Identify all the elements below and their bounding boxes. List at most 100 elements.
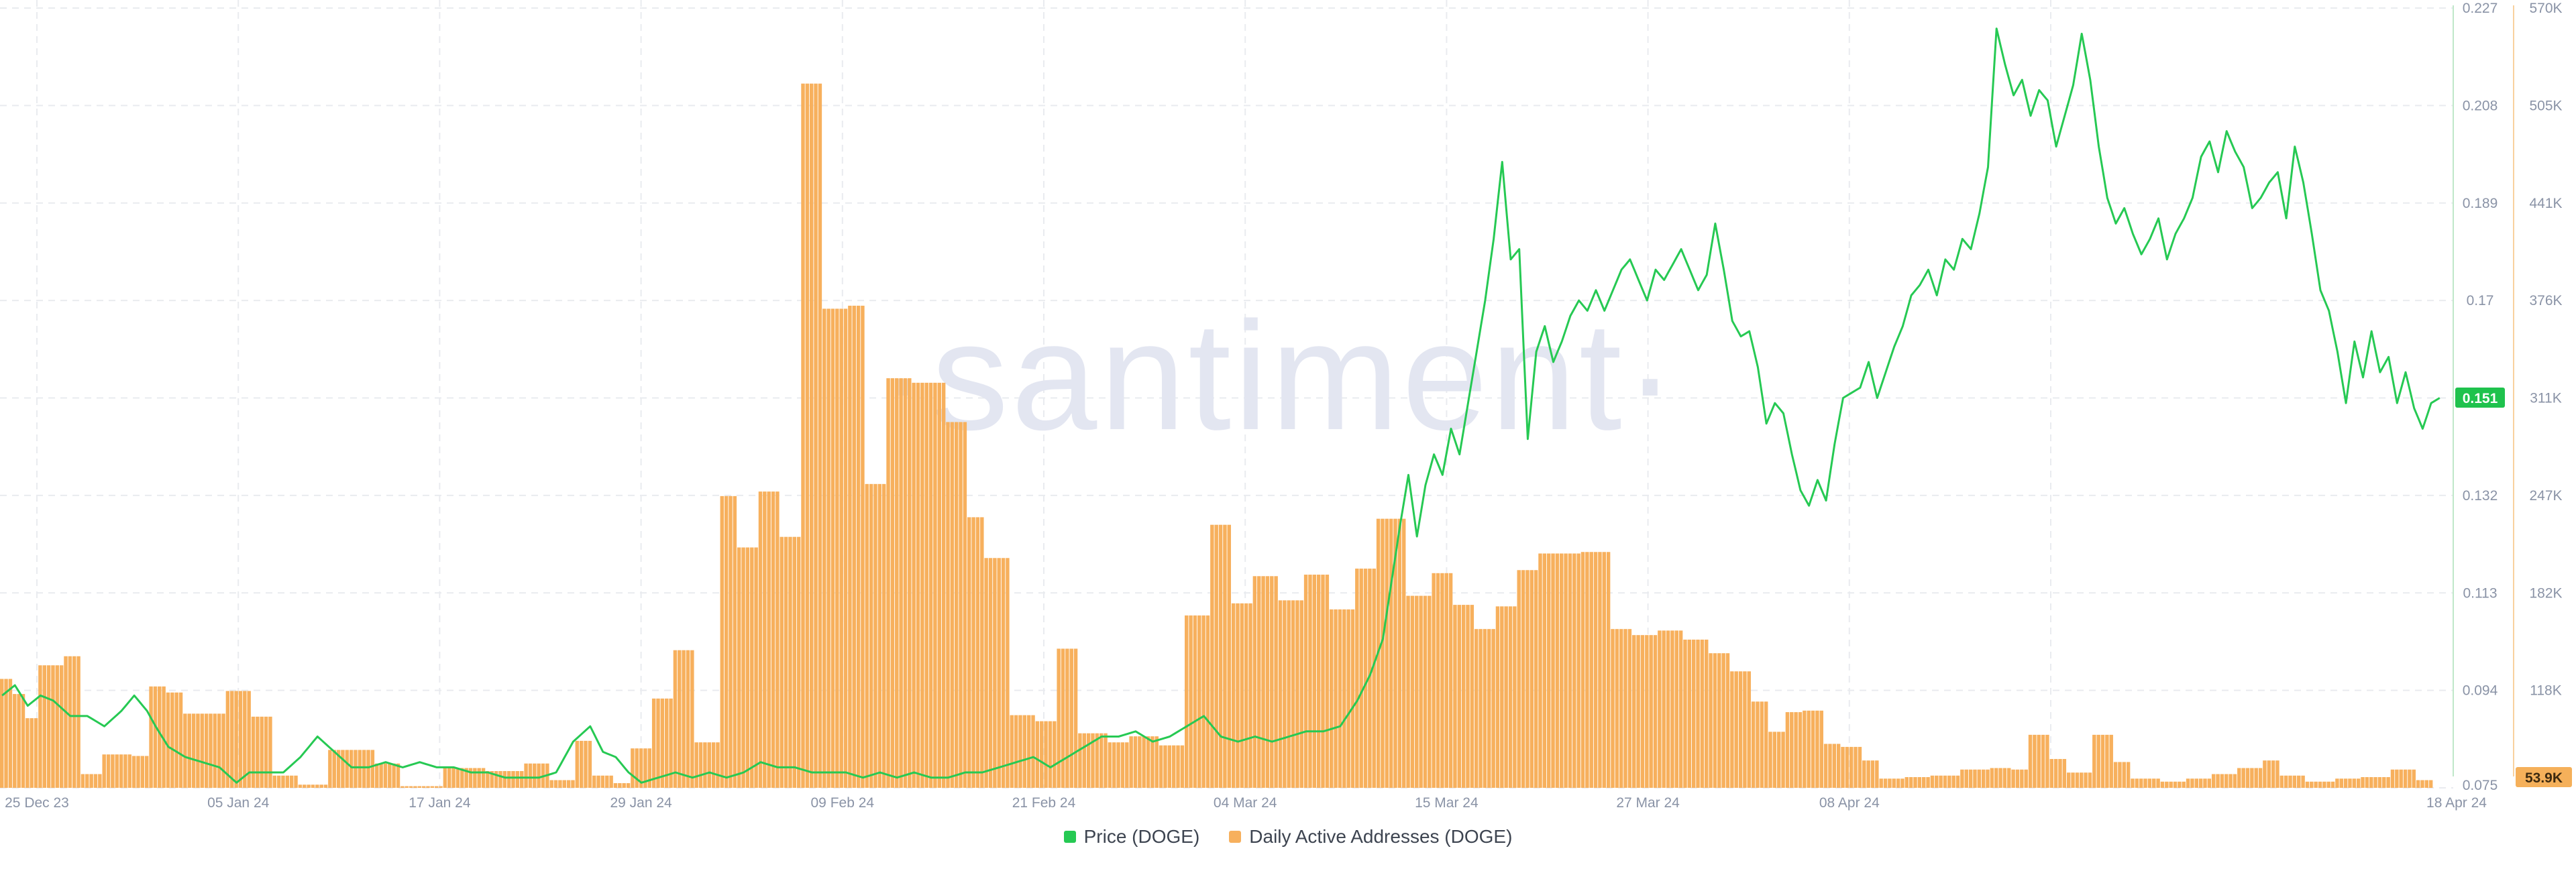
address-bar (2416, 780, 2420, 788)
address-bar (1466, 605, 1470, 788)
address-bar (243, 691, 247, 788)
address-bar (1231, 603, 1236, 788)
address-bar (2352, 778, 2357, 788)
address-bar (558, 780, 562, 788)
address-bar (2088, 772, 2092, 788)
address-bar (1099, 733, 1104, 788)
address-bar (2365, 777, 2369, 788)
address-bar (1419, 595, 1423, 788)
address-bar (1653, 635, 1658, 788)
legend-item-price[interactable]: Price (DOGE) (1063, 826, 1199, 848)
address-bar (537, 763, 541, 788)
address-bar (106, 754, 111, 788)
address-bar (703, 742, 707, 788)
address-bar (102, 754, 106, 788)
address-bar (1040, 721, 1044, 788)
address-bar (2126, 762, 2131, 788)
address-bar (1104, 733, 1108, 788)
address-bar (1738, 671, 1743, 788)
address-bar (830, 308, 835, 788)
x-tick-label: 15 Mar 24 (1415, 795, 1479, 811)
address-bar (622, 783, 626, 788)
address-bar (1410, 595, 1415, 788)
x-tick-label: 17 Jan 24 (409, 795, 471, 811)
address-bar (698, 742, 703, 788)
address-bar (276, 775, 281, 788)
address-bar (196, 713, 200, 788)
address-bar (988, 558, 993, 788)
address-bar (1815, 710, 1819, 788)
address-bar (1214, 524, 1218, 788)
address-bar (1580, 552, 1585, 788)
address-bar (2015, 769, 2020, 788)
address-bar (2275, 760, 2279, 788)
address-bar (119, 754, 123, 788)
x-tick-label: 21 Feb 24 (1012, 795, 1076, 811)
address-bar (2271, 760, 2275, 788)
address-bar (2041, 734, 2045, 788)
address-bar (1393, 518, 1397, 788)
address-bar (51, 665, 55, 788)
address-bar (2373, 777, 2377, 788)
address-bar (596, 775, 600, 788)
address-bar (1534, 570, 1538, 788)
address-bar (1201, 615, 1205, 788)
address-bar (686, 650, 690, 788)
address-bar (1334, 609, 1338, 788)
address-bar (1116, 742, 1120, 788)
address-bar (1986, 769, 1990, 788)
address-bar (1125, 742, 1129, 788)
address-bar (881, 483, 886, 788)
address-bar (639, 748, 643, 788)
address-bar (221, 713, 225, 788)
address-bar (1560, 553, 1564, 788)
address-bar (1381, 518, 1385, 788)
address-bar (631, 748, 635, 788)
address-bar (1576, 553, 1580, 788)
address-bar (1129, 736, 1133, 788)
address-bar (1150, 736, 1155, 788)
address-bar (826, 308, 830, 788)
address-bar (511, 770, 515, 788)
address-bar (1048, 721, 1053, 788)
address-bar (447, 768, 451, 788)
address-bar (1811, 710, 1815, 788)
address-bar (575, 740, 580, 788)
addresses-tick-label: 441K (2529, 196, 2562, 211)
address-bar (1841, 746, 1845, 788)
address-bar (1598, 552, 1602, 788)
address-bar (1453, 605, 1457, 788)
address-bar (170, 692, 174, 788)
address-bar (111, 754, 115, 788)
address-bar (733, 495, 737, 788)
address-bar (707, 742, 711, 788)
address-bar (1627, 629, 1632, 788)
address-bar (1572, 553, 1576, 788)
address-bar (2190, 778, 2194, 788)
address-bar (1240, 603, 1244, 788)
tick-labels: 25 Dec 23 05 Jan 24 17 Jan 24 29 Jan 24 09 F… (5, 1, 2562, 811)
address-bar (251, 716, 256, 788)
address-bar (903, 378, 908, 788)
address-bar (2028, 734, 2033, 788)
address-bar (123, 754, 127, 788)
address-bar (2241, 768, 2245, 788)
address-bar (1947, 775, 1951, 788)
x-tick-label: 25 Dec 23 (5, 795, 69, 811)
legend-item-addresses[interactable]: Daily Active Addresses (DOGE) (1229, 826, 1512, 848)
address-bar (2122, 762, 2127, 788)
address-bar (2178, 781, 2182, 788)
address-bar (2284, 775, 2288, 788)
address-bar (1120, 742, 1125, 788)
address-bar (21, 694, 25, 788)
address-bar (1053, 721, 1057, 788)
address-bar (0, 679, 4, 788)
address-bar (1470, 605, 1474, 788)
address-bar (928, 382, 933, 788)
address-bar (405, 786, 409, 788)
address-bar (980, 517, 984, 788)
address-bar (481, 768, 486, 788)
address-bar (528, 763, 533, 788)
address-bar (1807, 710, 1811, 788)
address-bar (2037, 734, 2041, 788)
